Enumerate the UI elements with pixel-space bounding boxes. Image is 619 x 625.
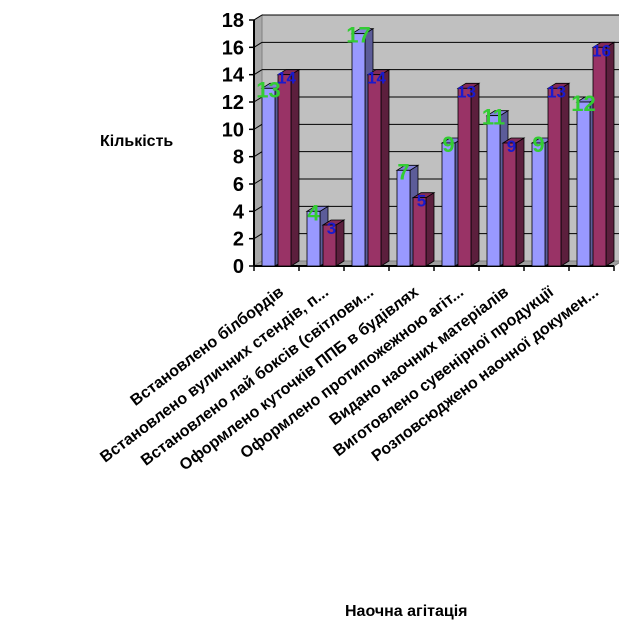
bar-side — [470, 82, 480, 267]
bar-side — [515, 137, 525, 267]
gridline-side — [253, 69, 263, 76]
data-label: 17 — [346, 23, 370, 48]
bar — [547, 87, 562, 267]
data-label: 9 — [442, 132, 454, 157]
bar — [322, 224, 337, 267]
bar-side — [560, 82, 570, 267]
bar — [592, 46, 607, 267]
y-tick-label: 14 — [222, 65, 245, 87]
data-label: 13 — [457, 82, 476, 101]
data-label: 13 — [547, 82, 566, 101]
bar-side — [380, 68, 390, 267]
bar — [412, 197, 427, 267]
plot-side-wall — [253, 14, 263, 267]
data-label: 9 — [532, 132, 544, 157]
gridline-side — [253, 96, 263, 103]
data-label: 13 — [256, 77, 280, 102]
bar — [486, 115, 501, 267]
bar-side — [335, 219, 345, 267]
gridline-side — [253, 41, 263, 48]
y-tick-label: 2 — [233, 229, 244, 251]
bar — [396, 169, 411, 267]
y-tick-label: 12 — [222, 92, 244, 114]
data-label: 16 — [592, 41, 611, 60]
data-label: 9 — [507, 137, 516, 156]
bar — [441, 142, 456, 267]
y-axis-title: Кількість — [100, 133, 174, 150]
bar-side — [425, 191, 435, 267]
bar — [367, 74, 382, 267]
bar — [351, 33, 366, 267]
data-label: 12 — [571, 91, 595, 116]
bar-side — [290, 68, 300, 267]
data-label: 4 — [307, 200, 320, 225]
data-label: 14 — [277, 69, 296, 88]
gridline-side — [253, 205, 263, 212]
y-tick-label: 8 — [233, 147, 244, 169]
data-label: 5 — [417, 192, 426, 211]
gridline-side — [253, 151, 263, 158]
data-label: 7 — [397, 159, 409, 184]
bar — [531, 142, 546, 267]
x-axis-title: Наочна агітація — [345, 603, 468, 620]
bar — [277, 74, 292, 267]
gridline-side — [253, 14, 263, 21]
gridline-side — [253, 123, 263, 130]
bar — [457, 87, 472, 267]
y-tick-label: 10 — [222, 119, 244, 141]
y-tick-label: 4 — [233, 201, 245, 223]
data-label: 3 — [327, 219, 336, 238]
data-label: 14 — [367, 69, 386, 88]
bar — [576, 101, 591, 267]
bar — [261, 87, 276, 267]
gridline-side — [253, 178, 263, 185]
y-tick-label: 6 — [233, 174, 244, 196]
bar — [306, 210, 321, 267]
y-tick-label: 16 — [222, 37, 244, 59]
bar-side — [605, 41, 615, 267]
data-label: 11 — [482, 105, 505, 130]
gridline-side — [253, 233, 263, 240]
y-tick-label: 18 — [222, 10, 244, 32]
bar — [502, 142, 517, 267]
y-tick-label: 0 — [233, 256, 244, 278]
